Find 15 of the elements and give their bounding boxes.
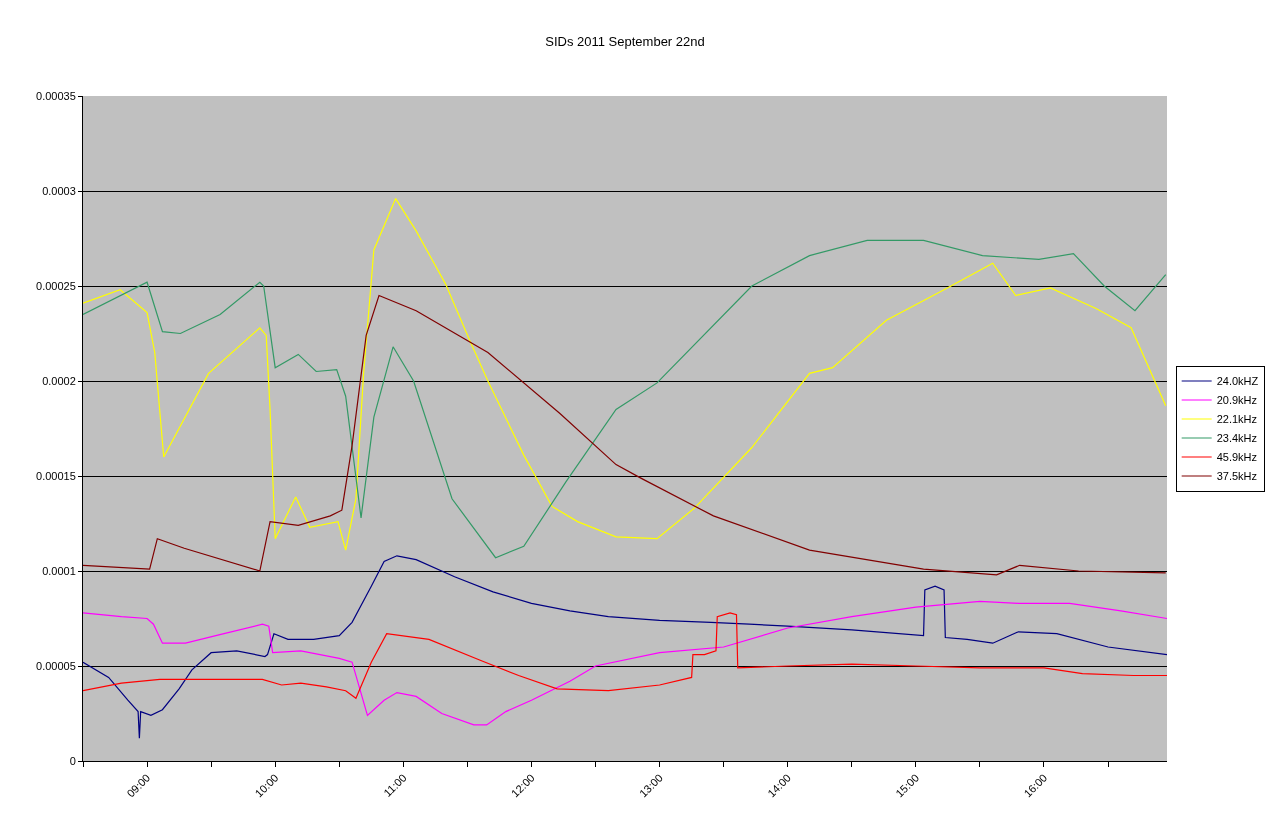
y-tick-label: 0.0002 [42, 374, 76, 387]
legend-label: 45.9kHz [1216, 451, 1258, 464]
y-tick-label: 0.00035 [36, 89, 76, 102]
legend-label: 37.5kHz [1216, 470, 1258, 483]
legend-label: 22.1kHz [1216, 413, 1258, 426]
legend-label: 23.4kHz [1216, 432, 1258, 445]
y-tick-label: 0.00025 [36, 279, 76, 292]
y-tick-label: 0.00005 [36, 659, 76, 672]
chart-title: SIDs 2011 September 22nd [545, 34, 705, 49]
legend-label: 20.9kHz [1216, 394, 1258, 407]
y-tick-label: 0.0001 [42, 564, 76, 577]
y-tick-label: 0.0003 [42, 184, 76, 197]
y-tick-label: 0 [69, 754, 76, 767]
y-tick-label: 0.00015 [36, 469, 76, 482]
legend-label: 24.0kHZ [1216, 375, 1259, 388]
